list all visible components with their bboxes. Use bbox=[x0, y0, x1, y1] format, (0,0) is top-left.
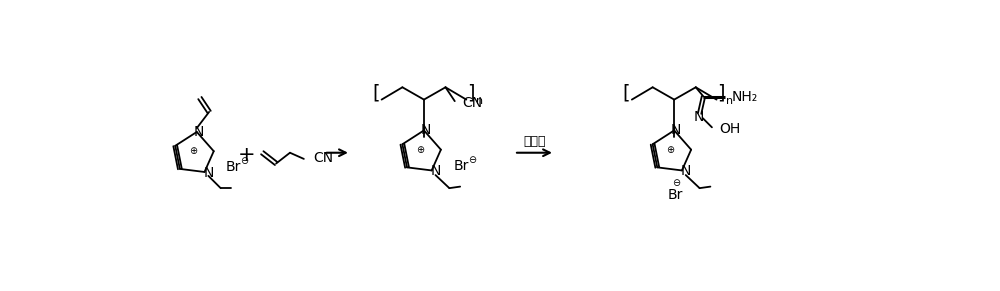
Text: NH₂: NH₂ bbox=[732, 90, 758, 104]
Text: ⊖: ⊖ bbox=[240, 156, 249, 166]
Text: n: n bbox=[476, 96, 483, 106]
Text: CN: CN bbox=[313, 151, 333, 165]
Text: N: N bbox=[671, 123, 681, 137]
Text: [: [ bbox=[623, 84, 630, 103]
Text: 三乙胺: 三乙胺 bbox=[523, 135, 546, 148]
Text: ⊕: ⊕ bbox=[666, 145, 674, 155]
Text: N: N bbox=[681, 164, 691, 178]
Text: N: N bbox=[193, 125, 204, 139]
Text: n: n bbox=[726, 96, 733, 106]
Text: Br: Br bbox=[453, 159, 469, 173]
Text: N: N bbox=[694, 109, 704, 124]
Text: N: N bbox=[430, 164, 441, 178]
Text: Br: Br bbox=[668, 188, 683, 202]
Text: ]: ] bbox=[717, 84, 725, 103]
Text: CN: CN bbox=[462, 96, 483, 110]
Text: [: [ bbox=[372, 84, 380, 103]
Text: ⊕: ⊕ bbox=[189, 146, 197, 156]
Text: N: N bbox=[420, 123, 431, 137]
Text: ⊖: ⊖ bbox=[672, 178, 680, 188]
Text: +: + bbox=[238, 145, 256, 165]
Text: OH: OH bbox=[720, 122, 741, 136]
Text: ⊖: ⊖ bbox=[468, 155, 476, 165]
Text: N: N bbox=[203, 166, 214, 180]
Text: Br: Br bbox=[226, 160, 241, 174]
Text: ]: ] bbox=[467, 84, 475, 103]
Text: ⊕: ⊕ bbox=[416, 145, 424, 155]
